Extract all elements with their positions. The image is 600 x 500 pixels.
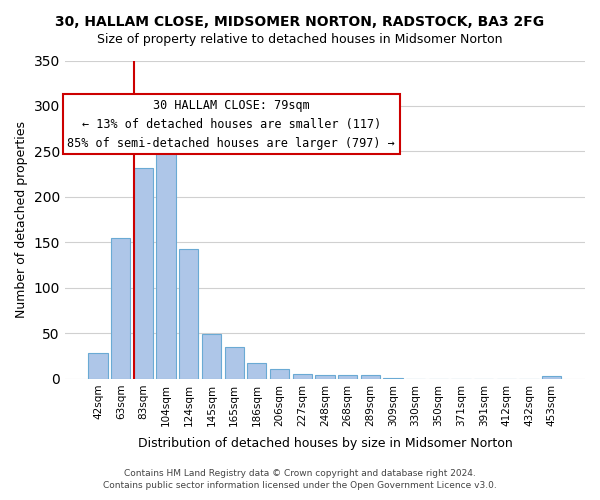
Bar <box>542 376 562 379</box>
X-axis label: Distribution of detached houses by size in Midsomer Norton: Distribution of detached houses by size … <box>137 437 512 450</box>
Bar <box>361 376 380 379</box>
Bar <box>338 376 357 379</box>
Bar <box>88 352 108 379</box>
Text: Size of property relative to detached houses in Midsomer Norton: Size of property relative to detached ho… <box>97 32 503 46</box>
Text: 30 HALLAM CLOSE: 79sqm
← 13% of detached houses are smaller (117)
85% of semi-de: 30 HALLAM CLOSE: 79sqm ← 13% of detached… <box>67 98 395 150</box>
Bar <box>111 238 130 379</box>
Bar <box>202 334 221 379</box>
Bar <box>179 249 199 379</box>
Text: Contains HM Land Registry data © Crown copyright and database right 2024.
Contai: Contains HM Land Registry data © Crown c… <box>103 468 497 490</box>
Bar <box>293 374 312 379</box>
Bar <box>224 347 244 379</box>
Bar <box>315 376 335 379</box>
Bar <box>134 168 153 379</box>
Text: 30, HALLAM CLOSE, MIDSOMER NORTON, RADSTOCK, BA3 2FG: 30, HALLAM CLOSE, MIDSOMER NORTON, RADST… <box>55 15 545 29</box>
Y-axis label: Number of detached properties: Number of detached properties <box>15 121 28 318</box>
Bar <box>157 142 176 379</box>
Bar <box>270 369 289 379</box>
Bar <box>247 362 266 379</box>
Bar <box>383 378 403 379</box>
